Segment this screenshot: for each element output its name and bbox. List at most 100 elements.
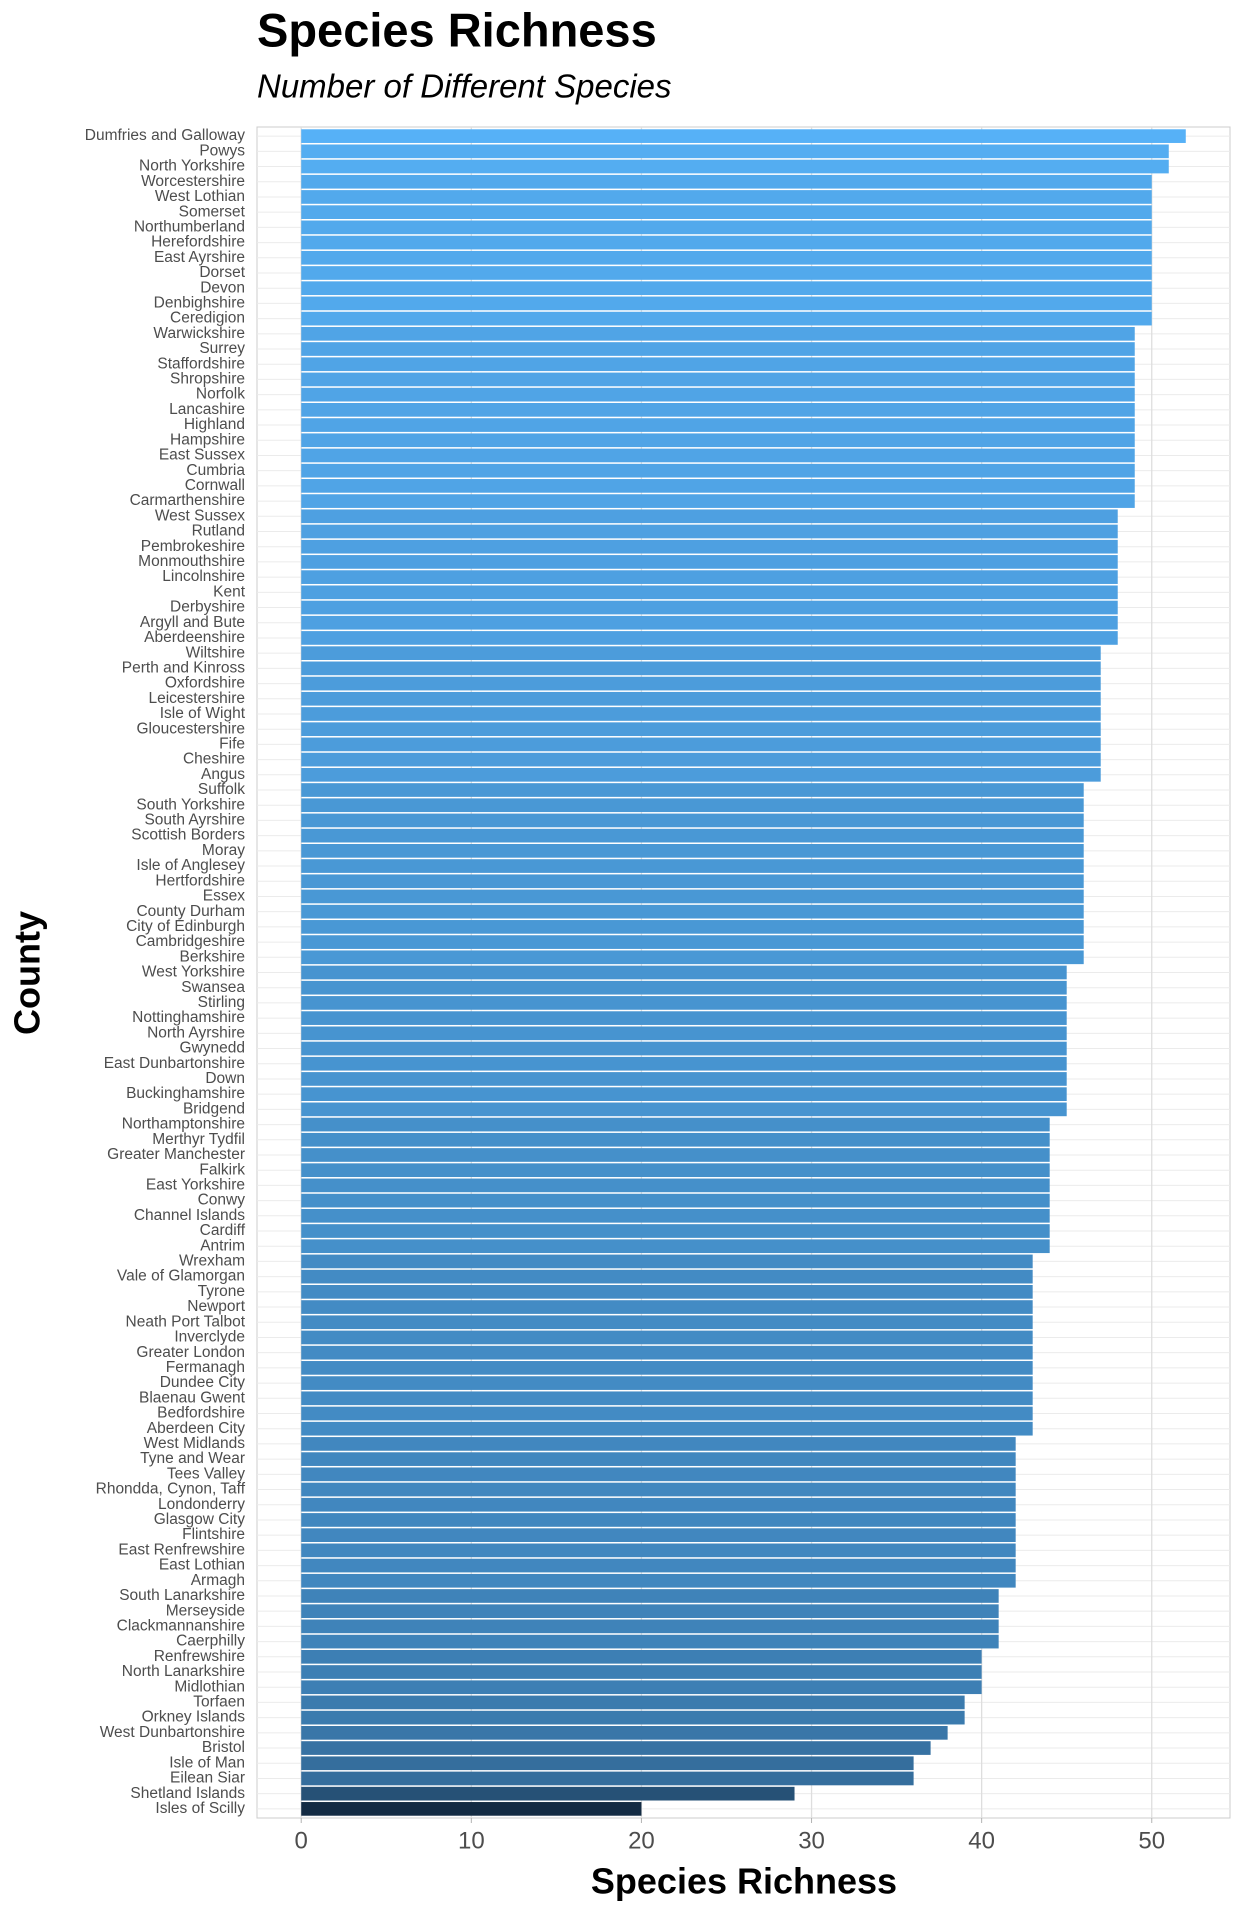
bar (301, 1482, 1016, 1497)
bar (301, 1771, 914, 1786)
bar (301, 1239, 1050, 1254)
bar (301, 920, 1084, 934)
y-tick-label: Hampshire (170, 431, 245, 448)
bar (301, 752, 1101, 767)
bar (301, 570, 1118, 584)
y-tick-label: Neath Port Talbot (126, 1313, 246, 1330)
bar (301, 524, 1118, 539)
bar (301, 1604, 999, 1619)
bar (301, 1634, 999, 1649)
bar (301, 1437, 1016, 1451)
bar (301, 996, 1067, 1010)
y-tick-label: Shetland Islands (130, 1785, 245, 1802)
y-tick-label: Moray (202, 842, 245, 859)
y-tick-label: East Yorkshire (146, 1176, 245, 1193)
y-tick-label: Greater Manchester (107, 1146, 245, 1163)
bar (301, 1285, 1033, 1299)
y-tick-label: Monmouthshire (138, 553, 245, 570)
bar (301, 1224, 1050, 1238)
bar (301, 1361, 1033, 1375)
bar (301, 1725, 948, 1740)
bar (301, 1315, 1033, 1330)
y-tick-label: East Renfrewshire (118, 1541, 245, 1558)
bar (301, 965, 1067, 980)
bar (301, 1087, 1067, 1101)
bar (301, 205, 1152, 220)
y-tick-label: Buckinghamshire (126, 1085, 245, 1102)
bar (301, 1467, 1016, 1482)
y-tick-label: Oxfordshire (165, 675, 245, 692)
y-tick-label: North Yorkshire (139, 158, 245, 175)
bar (301, 1345, 1033, 1360)
bar (301, 1041, 1067, 1056)
bar (301, 1741, 931, 1755)
bar (301, 1497, 1016, 1512)
y-tick-label: West Dunbartonshire (100, 1724, 245, 1741)
y-tick-label: Wrexham (179, 1253, 245, 1270)
bar (301, 1756, 914, 1771)
y-tick-label: Pembrokeshire (141, 538, 245, 555)
bar (301, 1649, 982, 1664)
y-tick-label: Norfolk (196, 386, 245, 403)
bar (301, 372, 1135, 387)
bar (301, 889, 1084, 904)
y-tick-label: Merthyr Tydfil (152, 1131, 245, 1148)
y-tick-label: Gwynedd (180, 1040, 245, 1057)
bar (301, 844, 1084, 858)
bar (301, 1452, 1016, 1466)
y-tick-label: North Lanarkshire (122, 1663, 245, 1680)
y-tick-label: Merseyside (166, 1602, 245, 1619)
y-tick-label: Northamptonshire (122, 1116, 245, 1133)
bar (301, 357, 1135, 372)
y-tick-label: Isle of Man (169, 1754, 245, 1771)
x-tick-label: 50 (1138, 1827, 1165, 1854)
y-tick-label: South Yorkshire (136, 796, 245, 813)
y-tick-label: Tyrone (198, 1283, 245, 1300)
bar (301, 691, 1101, 706)
chart-subtitle: Number of Different Species (257, 68, 672, 105)
y-tick-label: Bristol (202, 1739, 245, 1756)
y-tick-label: Cambridgeshire (136, 933, 245, 950)
bar (301, 1148, 1050, 1162)
bar (301, 1132, 1050, 1147)
y-tick-label: Armagh (191, 1572, 245, 1589)
y-tick-label: Renfrewshire (154, 1648, 245, 1665)
y-tick-label: Cardiff (200, 1222, 246, 1239)
y-tick-label: Highland (184, 416, 245, 433)
bar (301, 798, 1084, 813)
bar (301, 129, 1186, 143)
bar (301, 281, 1152, 296)
bar (301, 463, 1135, 478)
y-tick-label: East Lothian (159, 1557, 245, 1574)
y-tick-label: Rhondda, Cynon, Taff (96, 1481, 246, 1498)
y-tick-label: Vale of Glamorgan (117, 1268, 245, 1285)
y-tick-label: Greater London (136, 1344, 245, 1361)
bar (301, 707, 1101, 721)
bar (301, 539, 1118, 554)
bar (301, 1513, 1016, 1527)
y-tick-label: Nottinghamshire (132, 1009, 245, 1026)
bar (301, 1376, 1033, 1390)
bar (301, 1589, 999, 1603)
y-tick-label: Dumfries and Galloway (85, 127, 245, 144)
bar (301, 1710, 965, 1725)
bar (301, 509, 1118, 524)
bar (301, 1193, 1050, 1208)
y-tick-label: Carmarthenshire (130, 492, 245, 509)
bar (301, 159, 1169, 174)
y-tick-label: Berkshire (180, 948, 245, 965)
bar (301, 311, 1152, 326)
bar (301, 1786, 795, 1801)
bar (301, 190, 1152, 204)
bar (301, 1269, 1033, 1284)
bar (301, 615, 1118, 630)
bar (301, 1543, 1016, 1558)
y-tick-label: Londonderry (158, 1496, 245, 1513)
y-tick-label: Gloucestershire (136, 720, 245, 737)
y-tick-label: Torfaen (193, 1694, 245, 1711)
bar (301, 1695, 965, 1710)
bar (301, 676, 1101, 691)
y-tick-label: Eilean Siar (170, 1770, 245, 1787)
y-tick-label: East Ayrshire (154, 249, 245, 266)
